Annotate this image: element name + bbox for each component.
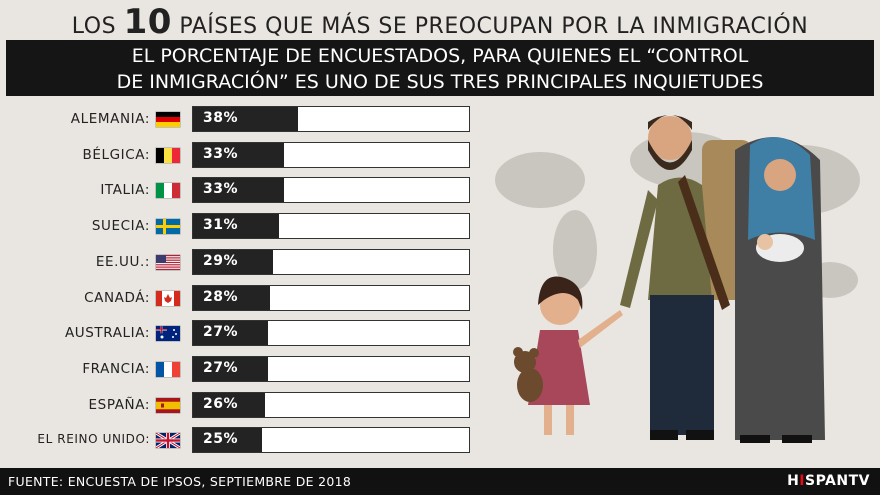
- bar: [193, 214, 279, 239]
- hispantv-logo: HISPANTV: [787, 473, 870, 489]
- bar-value-label: 29%: [203, 252, 239, 269]
- country-label: ESPAÑA:: [88, 396, 150, 413]
- teddy-bear-icon: [513, 347, 543, 402]
- australia-flag: [156, 326, 180, 342]
- subtitle-banner: EL PORCENTAJE DE ENCUESTADOS, PARA QUIEN…: [6, 40, 874, 96]
- bar-track: 28%: [192, 284, 470, 311]
- bar: [193, 107, 298, 131]
- bar-value-label: 27%: [203, 359, 239, 376]
- bar-row: ESPAÑA: 26%: [0, 391, 480, 418]
- bar-track: 27%: [192, 355, 470, 382]
- page-title: LOS 10 PAÍSES QUE MÁS SE PREOCUPAN POR L…: [0, 2, 880, 42]
- france-flag: [156, 361, 180, 377]
- source-text: FUENTE: ENCUESTA DE IPSOS, SEPTIEMBRE DE…: [8, 474, 352, 489]
- bar-value-label: 38%: [203, 110, 239, 126]
- bar-value-label: 31%: [203, 217, 239, 234]
- subtitle-line-2: DE INMIGRACIÓN” ES UNO DE SUS TRES PRINC…: [116, 71, 764, 93]
- country-label: EL REINO UNIDO:: [37, 432, 150, 447]
- uk-flag: [155, 432, 181, 450]
- spain-flag: [156, 397, 180, 413]
- title-number: 10: [123, 2, 172, 42]
- bar: [193, 142, 285, 167]
- bar-row: SUECIA: 31%: [0, 213, 480, 240]
- italy-flag: [156, 183, 180, 199]
- bar-value-label: 33%: [203, 181, 239, 198]
- bar-value-label: 28%: [203, 288, 239, 305]
- bar-row: BÉLGICA: 33%: [0, 141, 480, 168]
- bar: [193, 356, 268, 381]
- canada-flag: [156, 290, 180, 306]
- bar-value-label: 27%: [203, 324, 239, 341]
- bar-track: 33%: [192, 141, 470, 168]
- girl-figure: [528, 276, 623, 435]
- country-label: FRANCIA:: [82, 360, 150, 377]
- bar-track: 29%: [192, 248, 470, 275]
- subtitle-line-1: EL PORCENTAJE DE ENCUESTADOS, PARA QUIEN…: [131, 45, 749, 67]
- bar-row: EE.UU.: 29%: [0, 248, 480, 275]
- belgium-flag: [156, 147, 180, 163]
- bar-track: 27%: [192, 320, 470, 347]
- bar-track: 31%: [192, 213, 470, 240]
- usa-flag: [156, 254, 180, 270]
- germany-flag: [156, 112, 180, 127]
- footer-bar: FUENTE: ENCUESTA DE IPSOS, SEPTIEMBRE DE…: [0, 468, 880, 495]
- title-rest: PAÍSES QUE MÁS SE PREOCUPAN POR LA INMIG…: [179, 14, 809, 39]
- bar-row: CANADÁ: 28%: [0, 284, 480, 311]
- country-label: AUSTRALIA:: [64, 325, 150, 342]
- country-label: CANADÁ:: [84, 289, 150, 306]
- bar-value-label: 25%: [203, 431, 239, 448]
- family-illustration: [495, 115, 860, 443]
- bar-track: 25%: [192, 427, 470, 454]
- country-label: ALEMANIA:: [70, 111, 150, 127]
- bar-track: 38%: [192, 106, 470, 132]
- bar: [193, 392, 265, 417]
- bar-row: FRANCIA: 27%: [0, 355, 480, 382]
- bar: [193, 249, 274, 274]
- bar: [193, 428, 262, 453]
- bar: [193, 321, 268, 346]
- bar: [193, 285, 271, 310]
- sweden-flag: [156, 219, 180, 235]
- country-label: EE.UU.:: [95, 253, 150, 270]
- bar-row: ITALIA: 33%: [0, 177, 480, 204]
- bar-value-label: 26%: [203, 395, 239, 412]
- bar-row: ALEMANIA: 38%: [0, 106, 480, 132]
- country-label: ITALIA:: [100, 182, 150, 199]
- country-label: BÉLGICA:: [82, 146, 150, 163]
- bar-row: AUSTRALIA: 27%: [0, 320, 480, 347]
- bar: [193, 178, 285, 203]
- bar-row: EL REINO UNIDO: 25%: [0, 427, 480, 454]
- bar-track: 33%: [192, 177, 470, 204]
- country-label: SUECIA:: [91, 218, 150, 235]
- mother-figure: [735, 137, 825, 443]
- title-prefix: LOS: [71, 14, 117, 39]
- bar-track: 26%: [192, 391, 470, 418]
- bar-value-label: 33%: [203, 145, 239, 162]
